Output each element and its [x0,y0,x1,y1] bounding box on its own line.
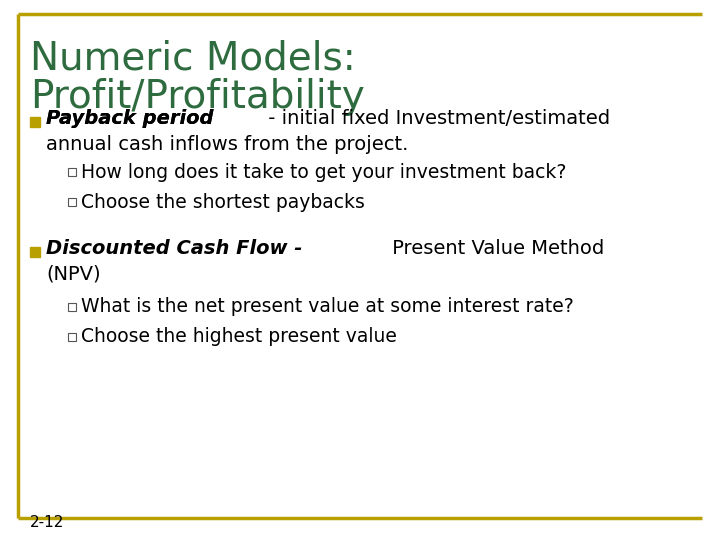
Text: (NPV): (NPV) [46,265,101,284]
Text: Choose the highest present value: Choose the highest present value [81,327,397,347]
Text: - initial fixed Investment/estimated: - initial fixed Investment/estimated [262,109,611,127]
Bar [68,198,76,206]
Text: annual cash inflows from the project.: annual cash inflows from the project. [46,134,408,153]
Bar [68,168,76,176]
Text: Payback period: Payback period [46,109,214,127]
Bar [68,333,76,341]
Text: Discounted Cash Flow -: Discounted Cash Flow - [46,239,309,258]
Bar [30,117,40,127]
Text: 2-12: 2-12 [30,515,64,530]
Text: Payback period: Payback period [46,109,214,127]
Bar [30,247,40,257]
Bar [68,303,76,311]
Text: Choose the shortest paybacks: Choose the shortest paybacks [81,192,365,212]
Text: Profit/Profitability: Profit/Profitability [30,78,365,116]
Text: How long does it take to get your investment back?: How long does it take to get your invest… [81,163,567,181]
Text: Present Value Method: Present Value Method [385,239,604,258]
Text: What is the net present value at some interest rate?: What is the net present value at some in… [81,298,574,316]
Text: Numeric Models:: Numeric Models: [30,40,356,78]
